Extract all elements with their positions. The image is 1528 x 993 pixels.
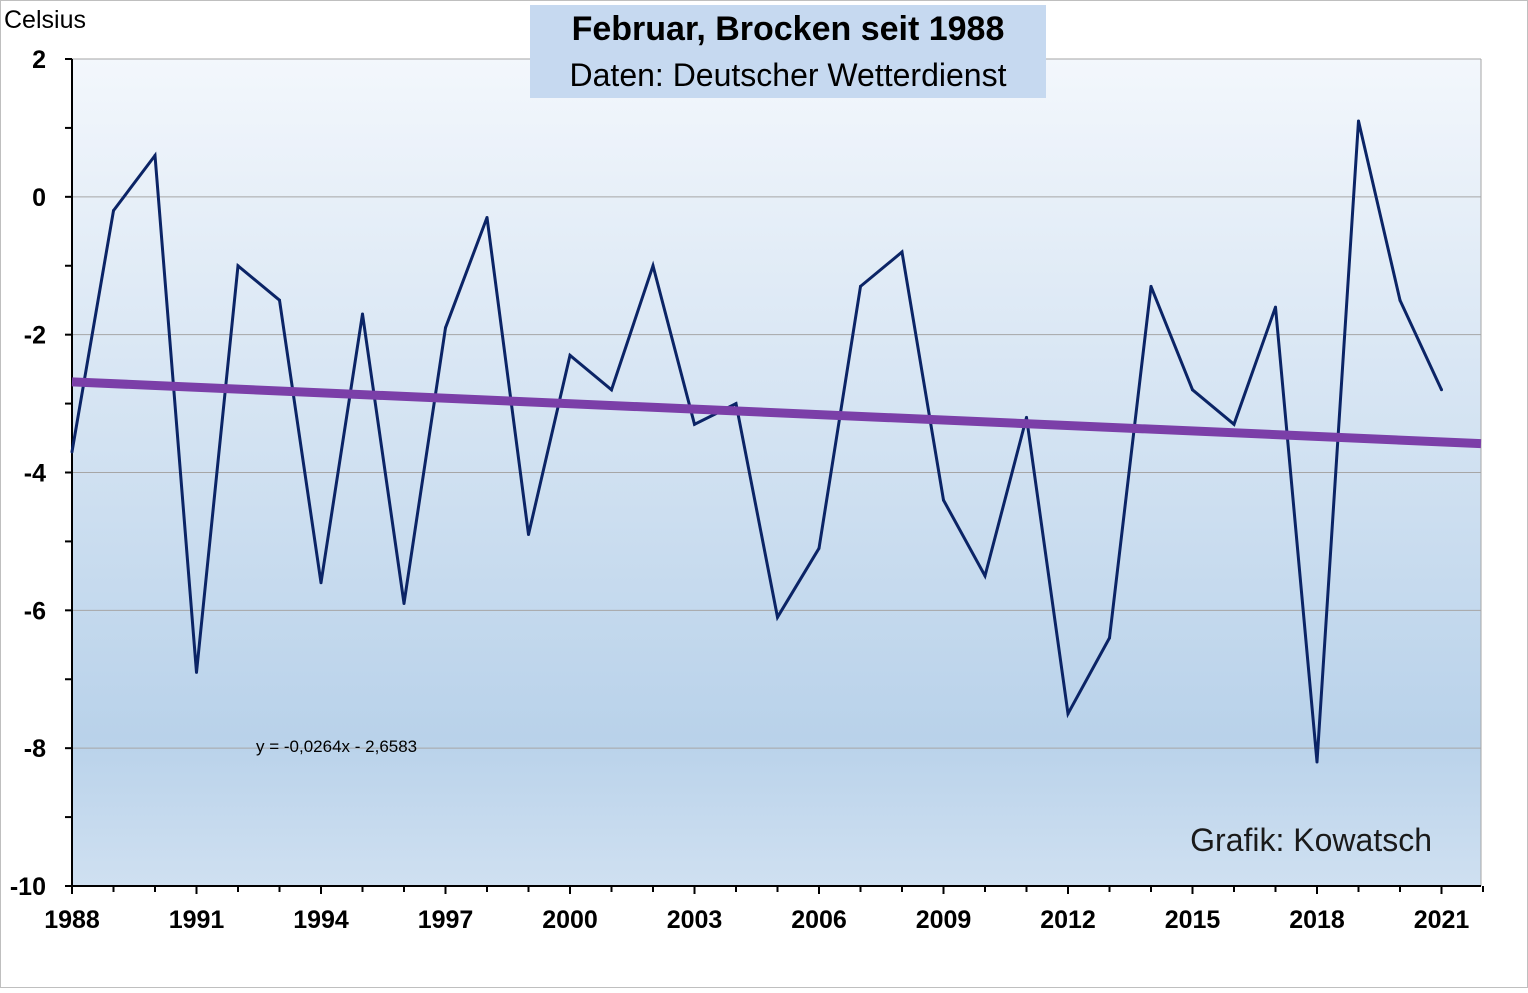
trendline-equation: y = -0,0264x - 2,6583	[256, 737, 417, 756]
y-axis-label: Celsius	[4, 6, 86, 34]
y-tick-label: -10	[10, 873, 46, 901]
data-point	[942, 498, 945, 502]
data-point	[195, 670, 198, 674]
x-tick-label: 1997	[418, 906, 474, 934]
data-point	[1398, 298, 1402, 302]
y-tick-label: -4	[24, 460, 46, 488]
x-tick-label: 1991	[169, 906, 225, 934]
x-tick-label: 2009	[916, 906, 972, 934]
data-point	[361, 312, 364, 316]
data-point	[1191, 388, 1194, 392]
y-tick-label: 2	[32, 46, 46, 74]
data-point	[859, 284, 862, 288]
data-point	[1149, 284, 1153, 288]
x-tick-label: 2003	[667, 906, 723, 934]
data-point	[70, 450, 74, 454]
x-tick-label: 2018	[1289, 906, 1345, 934]
data-point	[402, 601, 406, 605]
series-layer	[70, 119, 1443, 764]
data-point	[1315, 760, 1319, 764]
data-point	[1066, 712, 1070, 716]
data-point	[1232, 422, 1236, 426]
y-tick-label: -8	[24, 735, 46, 763]
x-tick-label: 1988	[44, 906, 100, 934]
chart-title: Februar, Brocken seit 1988	[572, 10, 1005, 48]
data-point	[1357, 119, 1360, 123]
trend-layer	[71, 377, 1482, 449]
data-point	[817, 546, 821, 550]
data-point	[776, 615, 779, 619]
axis-layer: 2 0 -2 -4 -6 -8 -10 1988 1991 1994 1997 2000 2003 200…	[10, 46, 1484, 934]
data-point	[319, 581, 323, 585]
data-point	[693, 422, 696, 426]
data-point	[485, 216, 489, 220]
data-point	[112, 209, 115, 213]
data-point	[444, 326, 447, 330]
data-point	[983, 574, 987, 578]
y-tick-label: 0	[32, 184, 46, 212]
data-point	[1025, 415, 1028, 419]
data-point	[651, 264, 655, 268]
data-point	[1274, 305, 1277, 309]
credit-label: Grafik: Kowatsch	[1190, 822, 1432, 858]
y-tick-label: -6	[24, 597, 46, 625]
x-tick-label: 2012	[1040, 906, 1096, 934]
series-line-februar	[70, 120, 1443, 763]
data-point	[153, 153, 157, 157]
x-tick-label: 2021	[1414, 906, 1470, 934]
y-tick-label: -2	[24, 322, 46, 350]
x-tick-label: 2015	[1165, 906, 1221, 934]
x-tick-label: 2000	[542, 906, 598, 934]
data-point	[900, 250, 904, 254]
data-point	[568, 353, 572, 357]
data-point	[236, 264, 240, 268]
data-point	[527, 533, 530, 537]
data-point	[1440, 388, 1443, 392]
x-tick-label: 2006	[791, 906, 847, 934]
data-point	[734, 402, 738, 406]
data-point	[610, 388, 613, 392]
title-box	[530, 5, 1046, 98]
trendline	[71, 377, 1482, 449]
x-tick-label: 1994	[293, 906, 349, 934]
chart-subtitle: Daten: Deutscher Wetterdienst	[570, 57, 1007, 93]
data-point	[1108, 636, 1111, 640]
data-point	[278, 298, 281, 302]
